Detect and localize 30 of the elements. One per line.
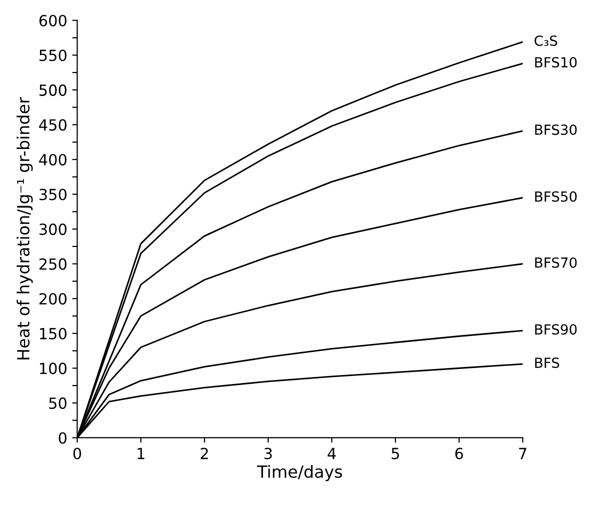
series-label: BFS90 — [535, 324, 577, 335]
x-tick-label: 0 — [73, 448, 82, 460]
x-tick-label: 1 — [138, 448, 144, 460]
series-label: C₃S — [534, 35, 558, 46]
y-tick-label: 400 — [39, 154, 66, 166]
y-tick-label: 350 — [40, 188, 66, 200]
y-tick-label: 250 — [39, 258, 66, 270]
series-label: BFS70 — [535, 257, 577, 268]
x-tick-label: 6 — [455, 448, 463, 460]
y-axis-title: Heat of hydration/Jg⁻¹ gr-binder — [16, 97, 33, 360]
y-tick-label: 100 — [40, 362, 66, 374]
y-tick-label: 300 — [40, 224, 66, 236]
y-tick-label: 0 — [58, 432, 66, 444]
y-tick-label: 450 — [39, 119, 66, 131]
series-label: BFS50 — [535, 191, 577, 202]
y-tick-label: 150 — [40, 328, 66, 340]
x-tick-label: 7 — [519, 448, 526, 460]
series-label: BFS — [535, 358, 560, 368]
y-tick-label: 200 — [39, 293, 66, 305]
x-tick-label: 4 — [328, 448, 336, 460]
y-tick-label: 50 — [49, 397, 66, 409]
x-tick-label: 3 — [264, 448, 272, 460]
x-axis-title: Time/days — [257, 465, 342, 482]
y-tick-label: 550 — [40, 50, 66, 62]
y-tick-label: 500 — [40, 84, 66, 96]
series-label: BFS30 — [535, 124, 577, 135]
y-tick-label: 600 — [39, 14, 66, 26]
series-label: BFS10 — [535, 57, 577, 68]
x-tick-label: 2 — [200, 448, 208, 460]
x-tick-label: 5 — [392, 448, 399, 460]
